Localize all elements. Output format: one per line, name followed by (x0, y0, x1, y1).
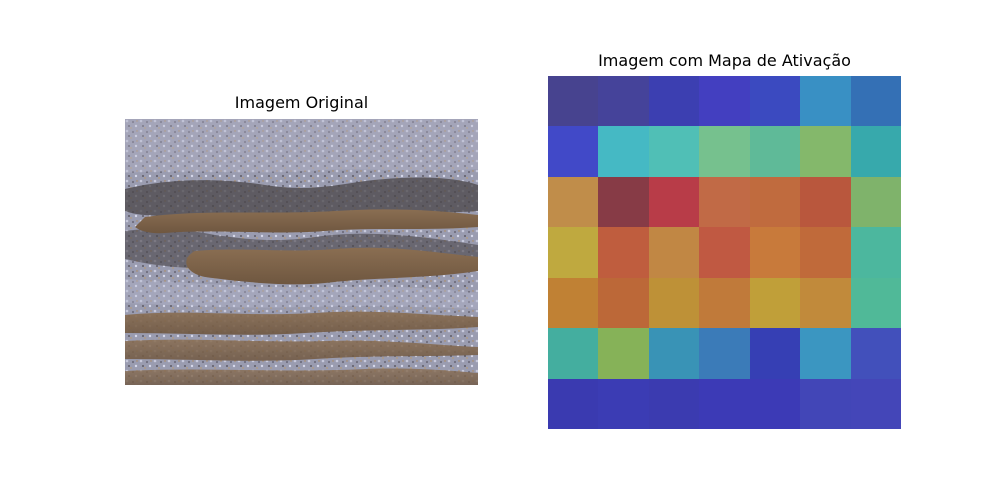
heatmap-cell (548, 328, 599, 379)
heatmap-cell (548, 76, 599, 127)
original-image (125, 119, 478, 385)
heatmap-cell (648, 378, 700, 429)
heatmap-cell (598, 76, 649, 127)
heatmap-cell (749, 176, 801, 228)
heatmap-cell (648, 227, 700, 278)
heatmap-cell (749, 126, 801, 177)
heatmap-cell (749, 76, 801, 127)
heatmap-cell (598, 328, 649, 379)
heatmap-cell (548, 277, 599, 329)
heatmap-cell (699, 277, 750, 329)
heatmap-cell (800, 227, 851, 278)
heatmap-cell (749, 277, 801, 329)
heatmap-cell (699, 76, 750, 127)
heatmap-cell (749, 378, 801, 429)
heatmap-cell (749, 328, 801, 379)
heatmap-cell (699, 227, 750, 278)
heatmap-cell (850, 76, 901, 127)
heatmap-cell (648, 176, 700, 228)
right-panel-title: Imagem com Mapa de Ativação (598, 51, 851, 70)
heatmap-cell (800, 76, 851, 127)
heatmap-cell (850, 378, 901, 429)
heatmap-cell (548, 227, 599, 278)
heatmap-cell (598, 176, 649, 228)
heatmap-cell (850, 277, 901, 329)
heatmap-cell (699, 328, 750, 379)
heatmap-cell (598, 378, 649, 429)
heatmap-cell (850, 328, 901, 379)
activation-map (548, 76, 901, 429)
heatmap-cell (548, 126, 599, 177)
heatmap-cell (749, 227, 801, 278)
heatmap-cell (548, 378, 599, 429)
heatmap-cell (648, 277, 700, 329)
heatmap-cell (800, 378, 851, 429)
heatmap-cell (548, 176, 599, 228)
heatmap-cell (699, 126, 750, 177)
heatmap-cell (648, 76, 700, 127)
heatmap-cell (648, 126, 700, 177)
activation-grid (548, 76, 901, 429)
heatmap-cell (800, 277, 851, 329)
heatmap-cell (598, 227, 649, 278)
heatmap-cell (850, 227, 901, 278)
left-panel-title: Imagem Original (234, 93, 369, 112)
pothole-photo (125, 119, 478, 385)
heatmap-cell (800, 328, 851, 379)
heatmap-cell (850, 176, 901, 228)
heatmap-cell (850, 126, 901, 177)
heatmap-cell (800, 176, 851, 228)
heatmap-cell (648, 328, 700, 379)
heatmap-cell (598, 126, 649, 177)
heatmap-cell (800, 126, 851, 177)
heatmap-cell (699, 378, 750, 429)
heatmap-cell (598, 277, 649, 329)
heatmap-cell (699, 176, 750, 228)
